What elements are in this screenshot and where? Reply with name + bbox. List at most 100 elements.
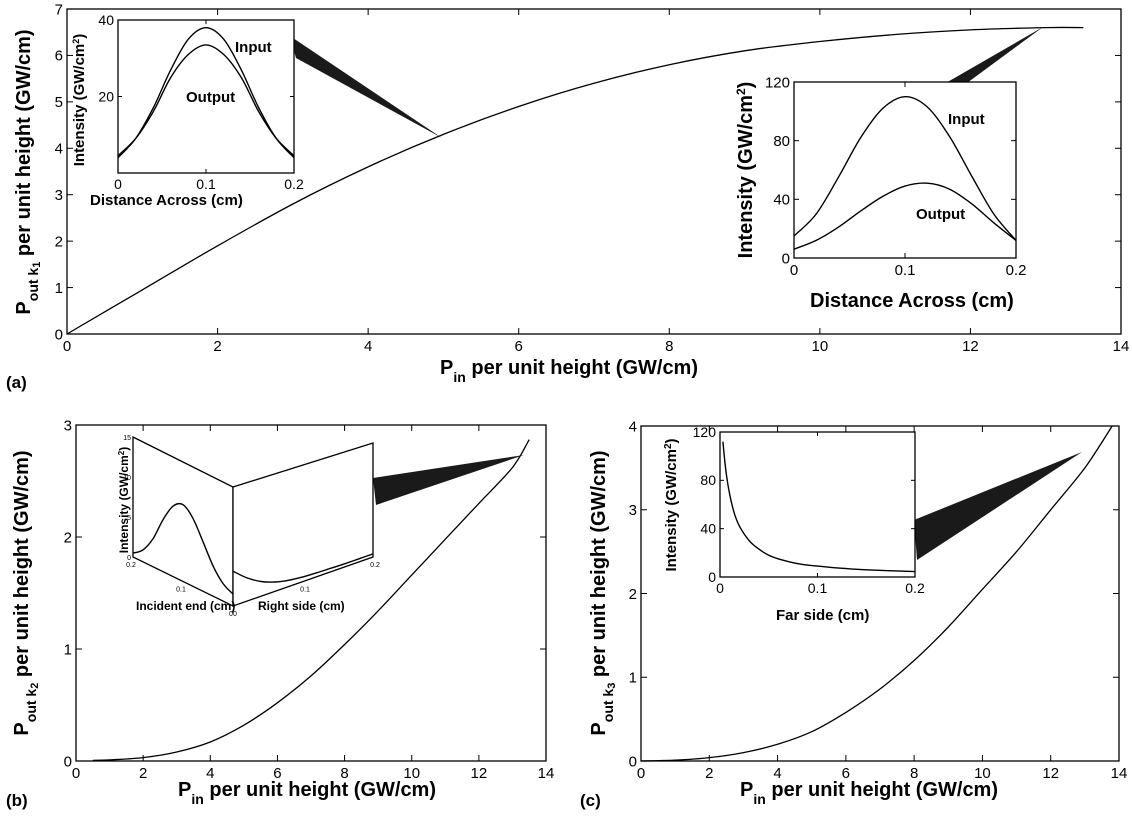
ci-ytick-label-1: 40 — [700, 521, 716, 537]
inset-3d-right-label: Right side (cm) — [258, 599, 345, 613]
inset-right-frame — [793, 81, 1017, 259]
c-xtick-label-0: 0 — [637, 765, 645, 782]
inset-left-xlabel: Distance Across (cm) — [90, 192, 243, 209]
air-xtick-label-2: 0.2 — [1006, 262, 1027, 279]
a-xtick-label-5: 10 — [812, 338, 829, 355]
inset-3d-left-label: Incident end (cm) — [136, 599, 235, 613]
panel-c-tag: (c) — [580, 791, 601, 810]
air-xtick-label-0: 0 — [790, 262, 798, 279]
inset-c-ylabel: Intensity (GW/cm2) — [663, 438, 681, 571]
a-xtick-label-6: 12 — [962, 338, 979, 355]
a-xtick-label-4: 8 — [665, 338, 673, 355]
inset-right-ticks: 0 0.1 0.2 0 40 80 120 — [765, 74, 1026, 279]
c-xtick-label-4: 8 — [910, 765, 918, 782]
inset-3d-left-tick-0: 0.2 — [126, 562, 136, 569]
inset-3d-right-side-curve — [232, 553, 374, 583]
inset-3d-right-tick-2: 0.2 — [370, 562, 380, 569]
panel-b-plot-frame — [75, 424, 547, 762]
b-xtick-label-2: 4 — [206, 765, 214, 782]
panel-a-curve — [66, 26, 1084, 335]
inset-3d-left-tick-2: 0 — [229, 611, 233, 618]
inset-right-xlabel: Distance Across (cm) — [810, 290, 1014, 312]
c-xtick-label-7: 14 — [1111, 765, 1128, 782]
inset-right-output-label: Output — [916, 206, 965, 223]
c-xtick-label-1: 2 — [705, 765, 713, 782]
b-xtick-label-5: 10 — [403, 765, 420, 782]
ci-ytick-label-3: 120 — [693, 424, 717, 440]
ail-xtick-label-1: 0.1 — [196, 176, 216, 192]
panel-b-tag: (b) — [6, 791, 28, 810]
panel-a-plot-frame — [66, 8, 1122, 335]
c-ytick-label-3: 3 — [629, 502, 637, 519]
b-xtick-label-0: 0 — [72, 765, 80, 782]
a-ytick-label-3: 3 — [55, 187, 63, 204]
inset-3d-right-tick-1: 0.1 — [300, 587, 310, 594]
b-xtick-label-3: 6 — [273, 765, 281, 782]
a-ytick-label-7: 7 — [55, 1, 63, 18]
panel-a-inset-left: 0 0.1 0.2 20 40 Input Output Distance Across… — [71, 12, 304, 209]
b-ytick-label-2: 2 — [64, 529, 72, 546]
inset-c-xlabel: Far side (cm) — [776, 607, 869, 624]
inset-left-ticks: 0 0.1 0.2 20 40 — [98, 12, 304, 192]
ail-ytick-label-0: 20 — [98, 88, 114, 104]
inset-3d-zlabel: Intensity (GW/cm2) — [117, 447, 132, 553]
ci-xtick-label-0: 0 — [716, 580, 724, 596]
a-ytick-label-4: 4 — [55, 141, 63, 158]
b-ytick-label-0: 0 — [64, 753, 72, 770]
inset-left-input-label: Input — [235, 39, 272, 56]
inset-c-curve — [722, 441, 916, 573]
inset-3d-left-tick-1: 0.1 — [176, 587, 186, 594]
panel-a-tag: (a) — [6, 373, 27, 392]
inset-3d-right-tick-0: 0 — [233, 611, 237, 618]
inset-left-output-label: Output — [186, 89, 235, 106]
air-ytick-label-0: 0 — [782, 250, 790, 267]
panel-c-curve — [640, 425, 1113, 762]
panel-b-zoom-wedge — [373, 455, 524, 505]
inset-left-input-curve — [117, 26, 295, 159]
c-xtick-label-6: 12 — [1042, 765, 1059, 782]
panel-c-inset: 0 0.1 0.2 0 40 80 120 Far side (cm) Intensity … — [663, 424, 925, 624]
inset-3d-ztick-2: 10 — [123, 475, 131, 482]
panel-a-ylabel: Pout k1 per unit height (GW/cm) — [13, 29, 43, 314]
ail-xtick-label-0: 0 — [114, 176, 122, 192]
inset-c-frame — [719, 431, 916, 578]
panel-c-xlabel: Pin per unit height (GW/cm) — [740, 779, 998, 807]
panel-a-inset-right: 0 0.1 0.2 0 40 80 120 Input Output Distance Ac… — [734, 74, 1026, 312]
inset-3d-left-face — [132, 435, 234, 608]
a-ytick-label-2: 2 — [55, 233, 63, 250]
a-ytick-label-1: 1 — [55, 280, 63, 297]
panel-b-ylabel: Pout k2 per unit height (GW/cm) — [11, 450, 41, 735]
c-ytick-label-4: 4 — [629, 418, 637, 435]
inset-left-output-curve — [117, 44, 295, 157]
a-xtick-label-0: 0 — [63, 338, 71, 355]
panel-a-zoom-wedge-left — [290, 36, 442, 138]
c-ytick-label-0: 0 — [629, 753, 637, 770]
panel-c-zoom-wedge — [914, 452, 1082, 560]
ail-xtick-label-2: 0.2 — [284, 176, 304, 192]
panel-a-xlabel: Pin per unit height (GW/cm) — [440, 357, 698, 385]
a-xtick-label-7: 14 — [1113, 338, 1130, 355]
a-ytick-label-5: 5 — [55, 94, 63, 111]
a-xtick-label-1: 2 — [213, 338, 221, 355]
inset-3d-ztick-1: 5 — [127, 515, 131, 522]
a-xtick-label-2: 4 — [364, 338, 372, 355]
ci-xtick-label-2: 0.2 — [905, 580, 925, 596]
c-xtick-label-3: 6 — [842, 765, 850, 782]
air-ytick-label-1: 40 — [773, 192, 790, 209]
inset-3d-right-face — [232, 442, 374, 607]
inset-right-output-curve — [793, 182, 1017, 250]
inset-3d-incident-end-curve — [132, 502, 234, 595]
c-ytick-label-2: 2 — [629, 586, 637, 603]
a-xtick-label-3: 6 — [515, 338, 523, 355]
ail-ytick-label-1: 40 — [98, 12, 114, 28]
inset-right-ylabel: Intensity (GW/cm2) — [734, 82, 757, 259]
panel-b-xlabel: Pin per unit height (GW/cm) — [178, 779, 436, 807]
